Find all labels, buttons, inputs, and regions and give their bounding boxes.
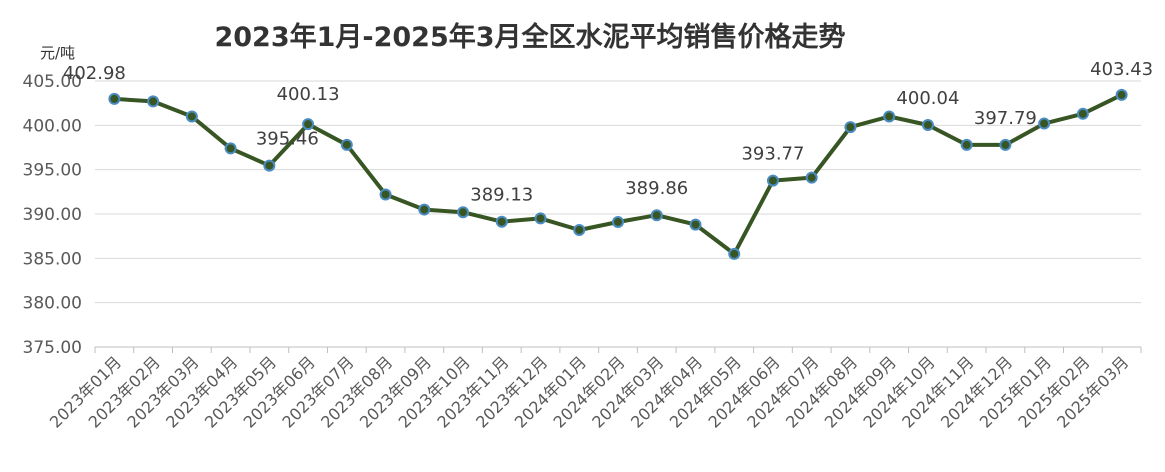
series-markers bbox=[108, 88, 1128, 260]
data-point bbox=[573, 223, 586, 236]
data-point bbox=[457, 206, 470, 219]
data-point bbox=[534, 212, 547, 225]
chart-title: 2023年1月-2025年3月全区水泥平均销售价格走势 bbox=[214, 21, 845, 53]
data-label: 403.43 bbox=[1090, 59, 1153, 80]
data-point bbox=[185, 110, 198, 123]
data-point bbox=[147, 95, 160, 108]
y-tick-label: 395.00 bbox=[23, 161, 82, 181]
data-point bbox=[883, 110, 896, 123]
data-point bbox=[844, 121, 857, 134]
data-point bbox=[650, 209, 663, 222]
x-axis-ticks: 2023年01月2023年02月2023年03月2023年04月2023年05月… bbox=[46, 347, 1142, 432]
data-point bbox=[1076, 107, 1089, 120]
data-label: 397.79 bbox=[974, 108, 1037, 129]
data-point bbox=[921, 118, 934, 131]
data-label: 389.13 bbox=[470, 185, 533, 206]
data-point bbox=[805, 171, 818, 184]
series-line-layer bbox=[114, 93, 1123, 256]
data-point bbox=[224, 142, 237, 155]
y-tick-label: 380.00 bbox=[23, 294, 82, 314]
data-point bbox=[960, 138, 973, 151]
data-labels: 402.98 395.46 400.13 389.13 389.86 393.77 400.… bbox=[63, 59, 1153, 206]
data-label: 389.86 bbox=[625, 178, 688, 199]
data-label: 395.46 bbox=[256, 129, 319, 150]
data-point bbox=[999, 138, 1012, 151]
data-point bbox=[108, 92, 121, 105]
y-tick-label: 390.00 bbox=[23, 205, 82, 225]
data-point bbox=[340, 138, 353, 151]
data-point bbox=[418, 203, 431, 216]
data-point bbox=[379, 188, 392, 201]
y-tick-label: 400.00 bbox=[23, 116, 82, 136]
data-point bbox=[1115, 88, 1128, 101]
data-label: 393.77 bbox=[741, 144, 804, 165]
data-point bbox=[612, 215, 624, 228]
y-axis-ticks: 375.00 380.00 385.00 390.00 395.00 400.00 405.… bbox=[23, 72, 82, 358]
y-tick-label: 385.00 bbox=[23, 249, 82, 269]
y-tick-label: 405.00 bbox=[23, 72, 82, 92]
data-point bbox=[263, 159, 276, 172]
data-point bbox=[766, 174, 779, 187]
data-point bbox=[689, 218, 702, 231]
y-tick-label: 375.00 bbox=[23, 338, 82, 358]
data-point bbox=[1038, 117, 1051, 130]
data-label: 402.98 bbox=[63, 63, 126, 84]
data-label: 400.13 bbox=[277, 84, 340, 105]
y-axis-unit-label: 元/吨 bbox=[40, 44, 75, 62]
series-line bbox=[114, 93, 1123, 256]
data-point bbox=[495, 215, 508, 228]
data-point bbox=[302, 118, 315, 131]
data-point bbox=[728, 247, 741, 260]
data-label: 400.04 bbox=[896, 88, 959, 109]
